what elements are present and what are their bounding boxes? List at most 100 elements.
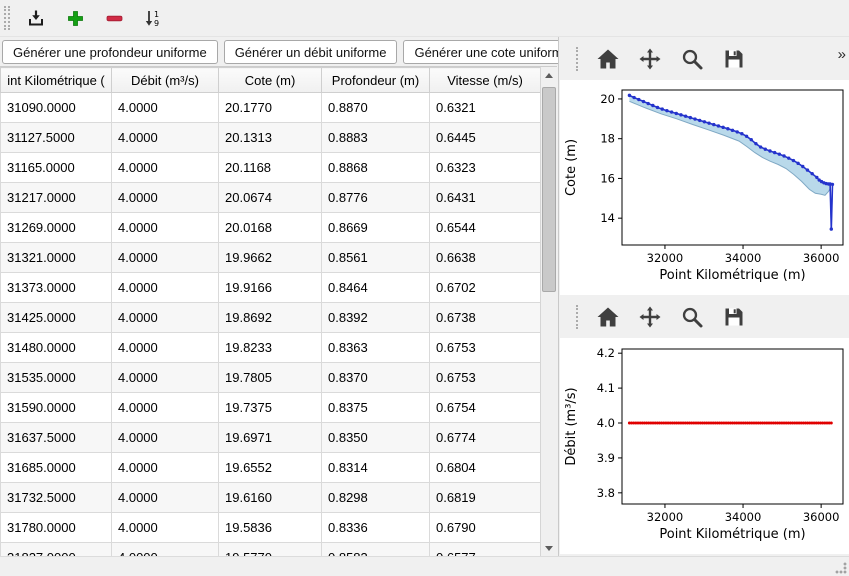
table-cell[interactable]: 0.6819 xyxy=(429,482,541,513)
table-cell[interactable]: 4.0000 xyxy=(111,392,219,423)
table-cell[interactable]: 0.6753 xyxy=(429,362,541,393)
table-cell[interactable]: 4.0000 xyxy=(111,182,219,213)
zoom-button[interactable] xyxy=(677,44,707,74)
table-cell[interactable]: 4.0000 xyxy=(111,542,219,557)
table-cell[interactable]: 31217.0000 xyxy=(0,182,112,213)
table-cell[interactable]: 19.5770 xyxy=(218,542,322,557)
table-cell[interactable]: 0.6544 xyxy=(429,212,541,243)
table-cell[interactable]: 20.1313 xyxy=(218,122,322,153)
scroll-down-button[interactable] xyxy=(541,540,557,557)
table-cell[interactable]: 19.5836 xyxy=(218,512,322,543)
table-cell[interactable]: 0.6804 xyxy=(429,452,541,483)
table-cell[interactable]: 31127.5000 xyxy=(0,122,112,153)
table-cell[interactable]: 4.0000 xyxy=(111,332,219,363)
table-cell[interactable]: 31425.0000 xyxy=(0,302,112,333)
table-cell[interactable]: 0.6638 xyxy=(429,242,541,273)
table-cell[interactable]: 0.8336 xyxy=(321,512,430,543)
table-cell[interactable]: 31373.0000 xyxy=(0,272,112,303)
table-cell[interactable]: 0.8883 xyxy=(321,122,430,153)
pan-button[interactable] xyxy=(635,44,665,74)
table-cell[interactable]: 4.0000 xyxy=(111,302,219,333)
resize-grip[interactable] xyxy=(834,561,848,575)
zoom-button[interactable] xyxy=(677,302,707,332)
table-cell[interactable]: 0.6431 xyxy=(429,182,541,213)
table-cell[interactable]: 0.6774 xyxy=(429,422,541,453)
table-cell[interactable]: 20.0674 xyxy=(218,182,322,213)
table-cell[interactable]: 0.6738 xyxy=(429,302,541,333)
table-cell[interactable]: 0.8868 xyxy=(321,152,430,183)
table-cell[interactable]: 4.0000 xyxy=(111,122,219,153)
table-cell[interactable]: 0.8298 xyxy=(321,482,430,513)
table-cell[interactable]: 31480.0000 xyxy=(0,332,112,363)
table-cell[interactable]: 0.6753 xyxy=(429,332,541,363)
table-cell[interactable]: 0.8561 xyxy=(321,242,430,273)
table-cell[interactable]: 31321.0000 xyxy=(0,242,112,273)
scrollbar-thumb[interactable] xyxy=(542,87,556,292)
column-header[interactable]: Profondeur (m) xyxy=(321,67,430,93)
table-cell[interactable]: 0.8870 xyxy=(321,92,430,123)
table-cell[interactable]: 31685.0000 xyxy=(0,452,112,483)
table-cell[interactable]: 4.0000 xyxy=(111,482,219,513)
table-cell[interactable]: 31269.0000 xyxy=(0,212,112,243)
table-cell[interactable]: 0.8392 xyxy=(321,302,430,333)
table-cell[interactable]: 0.6754 xyxy=(429,392,541,423)
table-cell[interactable]: 4.0000 xyxy=(111,272,219,303)
toolbar-drag-handle[interactable] xyxy=(576,304,579,329)
table-cell[interactable]: 31590.0000 xyxy=(0,392,112,423)
table-cell[interactable]: 0.8375 xyxy=(321,392,430,423)
home-button[interactable] xyxy=(593,44,623,74)
table-cell[interactable]: 19.9166 xyxy=(218,272,322,303)
toolbar-drag-handle[interactable] xyxy=(576,46,579,71)
table-cell[interactable]: 4.0000 xyxy=(111,452,219,483)
table-cell[interactable]: 0.8464 xyxy=(321,272,430,303)
pan-button[interactable] xyxy=(635,302,665,332)
table-cell[interactable]: 19.7375 xyxy=(218,392,322,423)
table-cell[interactable]: 4.0000 xyxy=(111,92,219,123)
table-cell[interactable]: 31637.5000 xyxy=(0,422,112,453)
table-cell[interactable]: 0.6790 xyxy=(429,512,541,543)
table-cell[interactable]: 20.1168 xyxy=(218,152,322,183)
remove-row-button[interactable] xyxy=(99,4,129,32)
table-cell[interactable]: 4.0000 xyxy=(111,242,219,273)
sort-rows-button[interactable]: 1 9 xyxy=(138,4,168,32)
table-cell[interactable]: 0.6323 xyxy=(429,152,541,183)
table-cell[interactable]: 19.9662 xyxy=(218,242,322,273)
table-cell[interactable]: 31732.5000 xyxy=(0,482,112,513)
debit-chart[interactable]: 32000 34000 36000 3.8 3.9 4.0 4.1 4.2 Point Kilo… xyxy=(560,338,849,554)
column-header[interactable]: Vitesse (m/s) xyxy=(429,67,541,93)
table-cell[interactable]: 0.8370 xyxy=(321,362,430,393)
table-cell[interactable]: 19.6971 xyxy=(218,422,322,453)
table-cell[interactable]: 19.7805 xyxy=(218,362,322,393)
table-cell[interactable]: 0.8669 xyxy=(321,212,430,243)
cote-chart[interactable]: 32000 34000 36000 14 16 18 20 Point Kilométriqu… xyxy=(560,80,849,295)
table-cell[interactable]: 0.8350 xyxy=(321,422,430,453)
table-cell[interactable]: 0.6321 xyxy=(429,92,541,123)
table-cell[interactable]: 31827.0000 xyxy=(0,542,112,557)
table-cell[interactable]: 4.0000 xyxy=(111,512,219,543)
table-cell[interactable]: 31780.0000 xyxy=(0,512,112,543)
table-cell[interactable]: 0.8363 xyxy=(321,332,430,363)
table-cell[interactable]: 19.8233 xyxy=(218,332,322,363)
table-cell[interactable]: 4.0000 xyxy=(111,362,219,393)
toolbar-drag-handle[interactable] xyxy=(4,6,10,30)
generate-uniform-level-button[interactable]: Générer une cote uniforme xyxy=(403,40,581,64)
table-cell[interactable]: 0.8776 xyxy=(321,182,430,213)
table-cell[interactable]: 31090.0000 xyxy=(0,92,112,123)
column-header[interactable]: Cote (m) xyxy=(218,67,322,93)
column-header[interactable]: int Kilométrique ( xyxy=(0,67,112,93)
save-figure-button[interactable] xyxy=(719,44,749,74)
table-cell[interactable]: 20.0168 xyxy=(218,212,322,243)
table-cell[interactable]: 4.0000 xyxy=(111,422,219,453)
download-button[interactable] xyxy=(21,4,51,32)
generate-uniform-depth-button[interactable]: Générer une profondeur uniforme xyxy=(2,40,218,64)
column-header[interactable]: Débit (m³/s) xyxy=(111,67,219,93)
table-cell[interactable]: 0.6445 xyxy=(429,122,541,153)
table-cell[interactable]: 0.6702 xyxy=(429,272,541,303)
add-row-button[interactable] xyxy=(60,4,90,32)
table-cell[interactable]: 0.8583 xyxy=(321,542,430,557)
table-cell[interactable]: 19.6160 xyxy=(218,482,322,513)
table-scrollbar[interactable] xyxy=(540,67,557,557)
scroll-up-button[interactable] xyxy=(541,67,557,84)
save-figure-button[interactable] xyxy=(719,302,749,332)
table-cell[interactable]: 0.8314 xyxy=(321,452,430,483)
